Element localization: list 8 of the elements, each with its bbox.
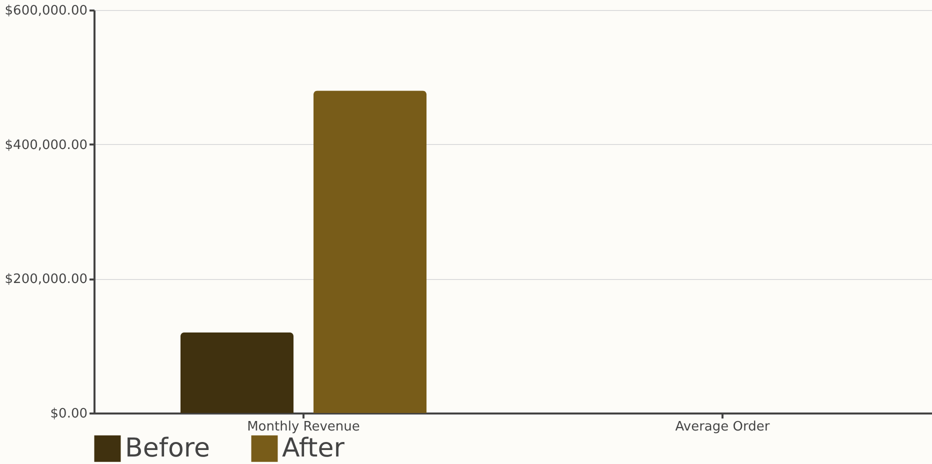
y-tick-label: $200,000.00: [4, 272, 88, 288]
y-tick-label: $400,000.00: [4, 138, 88, 153]
legend-label: Before: [125, 434, 210, 464]
x-tick-label: Average Order: [675, 420, 770, 434]
y-tick-label: $600,000.00: [4, 4, 88, 18]
y-tick-label: $0.00: [50, 406, 88, 422]
legend-label: After: [282, 434, 345, 464]
x-tick-label: Monthly Revenue: [247, 420, 360, 434]
